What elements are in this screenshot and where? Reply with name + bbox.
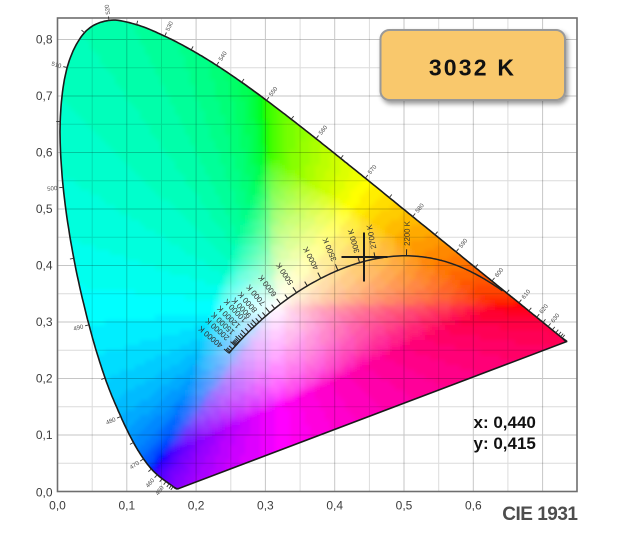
svg-text:610: 610 — [521, 289, 532, 301]
svg-text:3032 K: 3032 K — [429, 55, 516, 81]
svg-text:0,1: 0,1 — [36, 428, 53, 442]
svg-text:0,0: 0,0 — [49, 499, 66, 513]
svg-text:520: 520 — [105, 3, 113, 14]
svg-text:0,0: 0,0 — [36, 486, 53, 500]
svg-text:0,8: 0,8 — [36, 33, 53, 47]
svg-text:0,2: 0,2 — [188, 499, 205, 513]
svg-text:0,6: 0,6 — [36, 146, 53, 160]
svg-text:y: 0,415: y: 0,415 — [474, 434, 536, 453]
svg-text:540: 540 — [218, 50, 229, 62]
svg-text:550: 550 — [268, 86, 279, 98]
svg-text:490: 490 — [73, 324, 85, 333]
svg-text:0,2: 0,2 — [36, 372, 53, 386]
svg-text:480: 480 — [105, 417, 117, 427]
svg-text:0,5: 0,5 — [36, 202, 53, 216]
svg-text:580: 580 — [415, 202, 426, 214]
svg-text:0,7: 0,7 — [36, 89, 53, 103]
svg-text:450: 450 — [155, 485, 166, 497]
svg-text:570: 570 — [367, 164, 378, 176]
svg-text:500: 500 — [47, 186, 58, 193]
svg-text:0,4: 0,4 — [326, 499, 343, 513]
svg-text:x: 0,440: x: 0,440 — [474, 413, 536, 432]
svg-text:0,4: 0,4 — [36, 259, 53, 273]
svg-text:510: 510 — [51, 62, 63, 71]
svg-text:590: 590 — [458, 238, 469, 250]
svg-text:530: 530 — [165, 20, 175, 32]
svg-text:470: 470 — [129, 460, 141, 471]
svg-text:0,3: 0,3 — [257, 499, 274, 513]
svg-text:600: 600 — [494, 267, 505, 279]
svg-text:0,5: 0,5 — [396, 499, 413, 513]
svg-text:460: 460 — [145, 477, 157, 489]
svg-text:0,3: 0,3 — [36, 315, 53, 329]
svg-text:0,6: 0,6 — [465, 499, 482, 513]
svg-text:560: 560 — [318, 124, 329, 136]
svg-text:620: 620 — [539, 303, 550, 315]
svg-text:CIE 1931: CIE 1931 — [502, 504, 578, 525]
svg-text:630: 630 — [550, 312, 561, 324]
svg-text:0,1: 0,1 — [118, 499, 135, 513]
svg-text:2200 K: 2200 K — [403, 220, 412, 246]
